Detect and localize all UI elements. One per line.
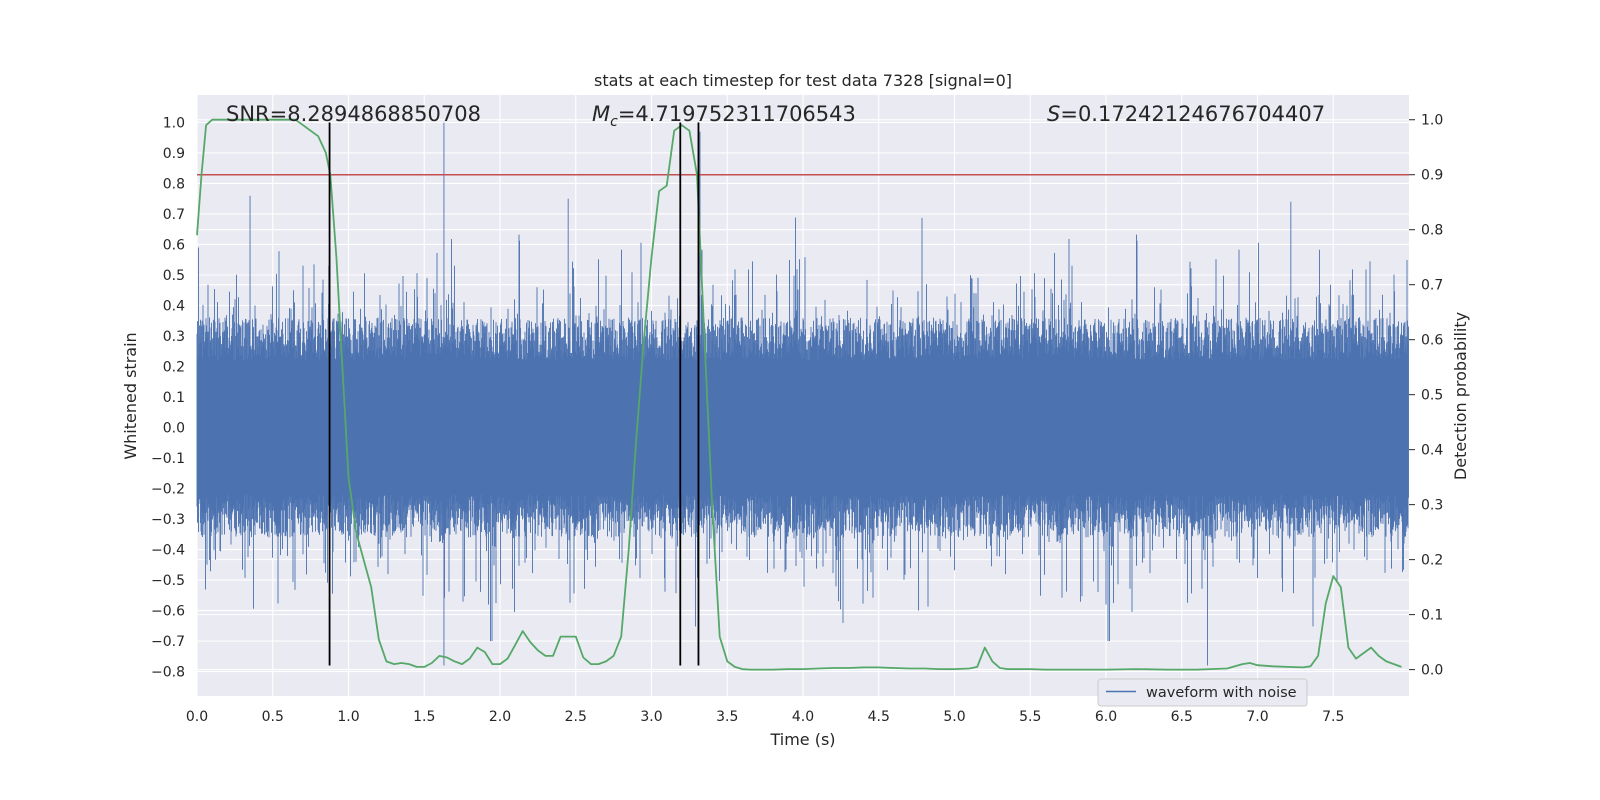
s-value: =0.17242124676704407: [1060, 102, 1325, 126]
x-tick-label-15: 7.5: [1322, 709, 1344, 725]
waveform-noise-path: [196, 122, 1409, 666]
y-tick-label-11: −0.1: [151, 451, 185, 467]
y2-tick-label-2: 0.8: [1421, 223, 1443, 239]
x-tick-label-6: 3.0: [640, 709, 662, 725]
x-tick-label-10: 5.0: [943, 709, 965, 725]
y2-tick-label-4: 0.6: [1421, 333, 1443, 349]
probability-series: [196, 118, 1402, 671]
y-tick-label-9: 0.1: [163, 390, 185, 406]
y-tick-label-6: 0.4: [163, 299, 185, 315]
snr-annotation: SNR=8.2894868850708: [226, 102, 481, 126]
y-tick-label-15: −0.5: [151, 573, 185, 589]
y2-ticks: 1.0 0.9 0.8 0.7 0.6 0.5 0.4 0.3 0.2 0.1 0.0: [1409, 113, 1443, 679]
chirp-mass-subscript: c: [610, 114, 618, 130]
y-tick-label-4: 0.6: [163, 237, 185, 253]
y-tick-label-3: 0.7: [163, 207, 185, 223]
x-tick-label-4: 2.0: [489, 709, 511, 725]
x-ticks: 0.0 0.5 1.0 1.5 2.0 2.5 3.0 3.5 4.0 4.5 5.0 5.5 6.0 6…: [186, 709, 1345, 725]
chirp-mass-annotation: Mc=4.719752311706543: [592, 102, 856, 130]
y-tick-label-0: 1.0: [163, 115, 185, 131]
y-tick-label-2: 0.8: [163, 176, 185, 192]
y-tick-label-13: −0.3: [151, 512, 185, 528]
x-tick-label-9: 4.5: [868, 709, 890, 725]
x-tick-label-3: 1.5: [413, 709, 435, 725]
x-tick-label-0: 0.0: [186, 709, 208, 725]
x-tick-label-13: 6.5: [1171, 709, 1193, 725]
s-annotation: S=0.17242124676704407: [1047, 102, 1325, 126]
vertical-lines: [328, 122, 700, 666]
x-tick-label-1: 0.5: [262, 709, 284, 725]
x-tick-label-14: 7.0: [1246, 709, 1268, 725]
y2-tick-label-10: 0.0: [1421, 663, 1443, 679]
s-symbol: S: [1047, 102, 1060, 126]
x-tick-label-12: 6.0: [1095, 709, 1117, 725]
chirp-mass-value: =4.719752311706543: [618, 102, 856, 126]
y2-tick-label-7: 0.3: [1421, 498, 1443, 514]
x-tick-label-7: 3.5: [716, 709, 738, 725]
y2-tick-label-0: 1.0: [1421, 113, 1443, 129]
legend-box: [1097, 678, 1308, 707]
y-tick-label-17: −0.7: [151, 634, 185, 650]
y-tick-label-7: 0.3: [163, 329, 185, 345]
y-tick-label-8: 0.2: [163, 360, 185, 376]
y2-tick-label-9: 0.1: [1421, 608, 1443, 624]
y-tick-label-16: −0.6: [151, 604, 185, 620]
x-tick-label-8: 4.0: [792, 709, 814, 725]
y-tick-label-14: −0.4: [151, 543, 185, 559]
legend: waveform with noise: [1097, 678, 1308, 707]
legend-label-waveform: waveform with noise: [1146, 685, 1297, 701]
x-tick-label-11: 5.5: [1019, 709, 1041, 725]
chart-title: stats at each timestep for test data 732…: [594, 71, 1012, 90]
y-tick-label-18: −0.8: [151, 665, 185, 681]
y2-axis-label: Detection probability: [1451, 312, 1470, 480]
waveform-series: [196, 122, 1409, 666]
y2-tick-label-6: 0.4: [1421, 443, 1443, 459]
y-ticks: 1.0 0.9 0.8 0.7 0.6 0.5 0.4 0.3 0.2 0.1 0.0 −0.1 −0.…: [151, 115, 185, 680]
y-axis-label: Whitened strain: [121, 332, 140, 459]
probability-line: [196, 118, 1402, 671]
y2-tick-label-3: 0.7: [1421, 278, 1443, 294]
y-tick-label-1: 0.9: [163, 146, 185, 162]
x-tick-label-5: 2.5: [565, 709, 587, 725]
y-tick-label-10: 0.0: [163, 421, 185, 437]
chirp-mass-symbol: M: [592, 102, 610, 126]
y2-tick-label-8: 0.2: [1421, 553, 1443, 569]
y-tick-label-5: 0.5: [163, 268, 185, 284]
x-axis-label: Time (s): [769, 730, 835, 749]
y2-tick-label-1: 0.9: [1421, 168, 1443, 184]
x-tick-label-2: 1.0: [337, 709, 359, 725]
y-tick-label-12: −0.2: [151, 482, 185, 498]
y2-tick-label-5: 0.5: [1421, 388, 1443, 404]
